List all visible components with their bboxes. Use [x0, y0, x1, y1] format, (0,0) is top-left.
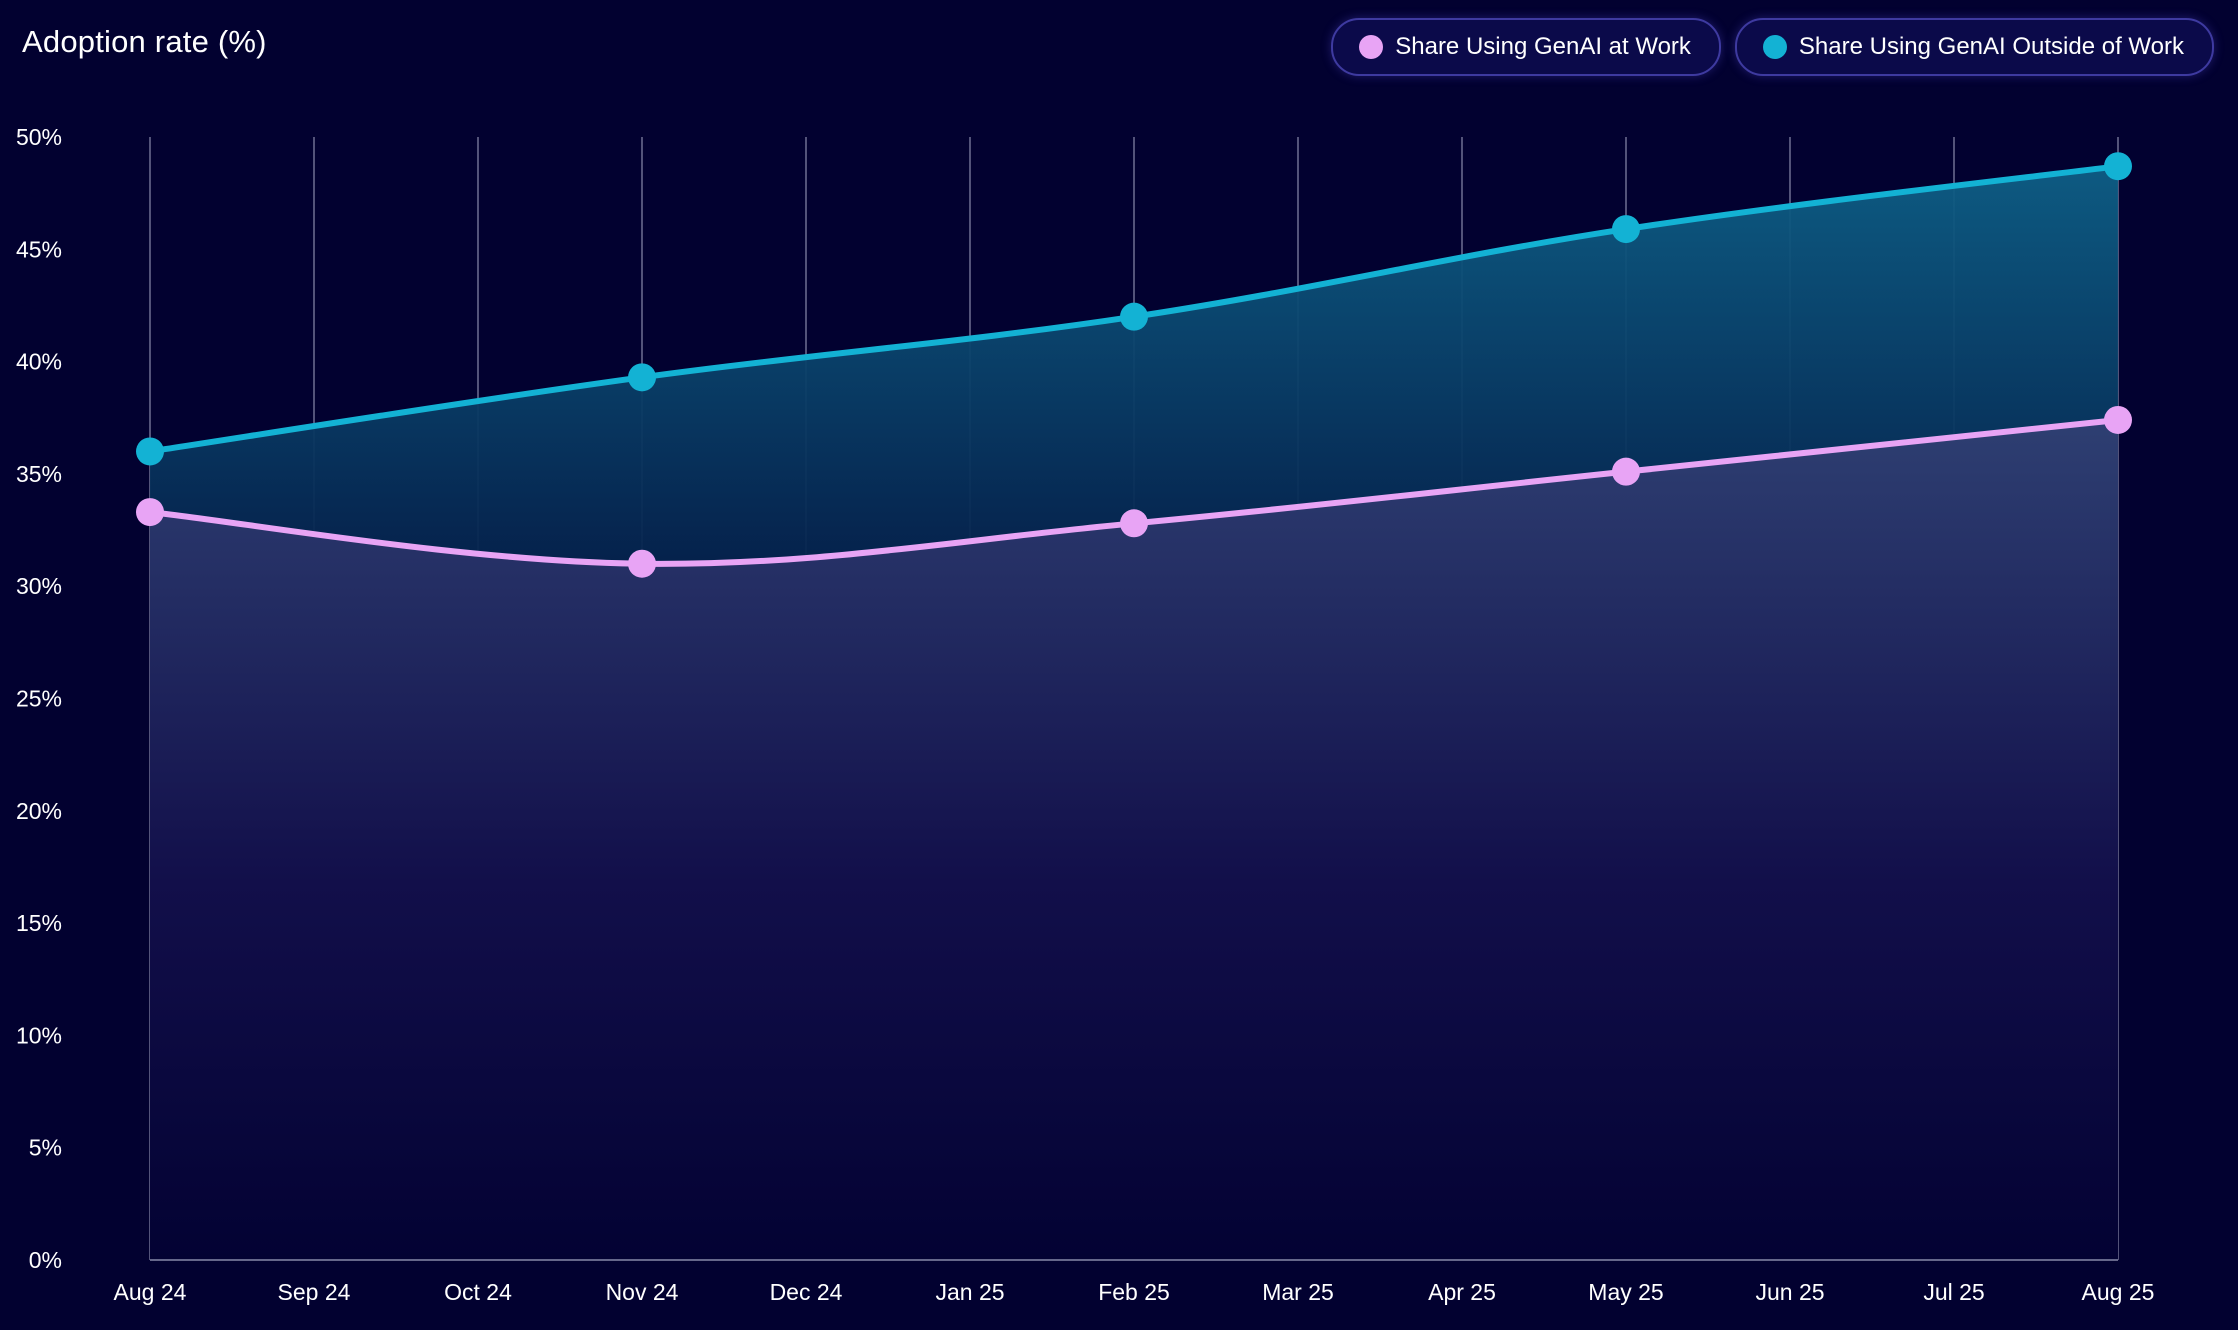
y-tick-label-4: 20%	[16, 798, 62, 824]
chart-title: Adoption rate (%)	[22, 24, 267, 59]
y-tick-label-10: 50%	[16, 124, 62, 150]
y-tick-label-5: 25%	[16, 686, 62, 712]
point-outside-work-3	[1612, 215, 1640, 244]
x-tick-label-1: Sep 24	[278, 1279, 351, 1305]
legend-dot-work	[1359, 35, 1384, 59]
y-tick-label-7: 35%	[16, 461, 62, 487]
area-work	[150, 419, 2118, 1261]
y-tick-label-3: 15%	[16, 910, 62, 936]
x-tick-label-4: Dec 24	[770, 1279, 843, 1305]
legend-label-outside-work: Share Using GenAI Outside of Work	[1798, 33, 2184, 60]
x-tick-label-2: Oct 24	[444, 1279, 512, 1305]
point-outside-work-1	[628, 363, 656, 392]
chart-legend: Share Using GenAI at Work Share Using Ge…	[1331, 18, 2214, 76]
point-work-4	[2104, 405, 2132, 434]
legend-label-work: Share Using GenAI at Work	[1395, 33, 1691, 60]
legend-item-outside-work[interactable]: Share Using GenAI Outside of Work	[1734, 18, 2214, 76]
point-outside-work-2	[1120, 302, 1148, 331]
point-work-1	[628, 549, 656, 578]
y-tick-label-1: 5%	[29, 1135, 62, 1161]
legend-item-work[interactable]: Share Using GenAI at Work	[1331, 18, 1721, 76]
axis-layer: Aug 24 Sep 24 Oct 24 Nov 24 Dec 24 Jan 25 Feb …	[16, 124, 2155, 1305]
y-tick-label-8: 40%	[16, 349, 62, 375]
x-tick-label-9: May 25	[1588, 1279, 1663, 1305]
y-tick-label-6: 30%	[16, 573, 62, 599]
x-tick-label-3: Nov 24	[606, 1279, 679, 1305]
x-tick-label-6: Feb 25	[1098, 1279, 1170, 1305]
y-tick-label-9: 45%	[16, 236, 62, 262]
y-tick-label-2: 10%	[16, 1022, 62, 1048]
x-tick-label-0: Aug 24	[114, 1279, 187, 1305]
x-tick-label-11: Jul 25	[1923, 1279, 1984, 1305]
x-tick-label-8: Apr 25	[1428, 1279, 1496, 1305]
point-outside-work-4	[2104, 152, 2132, 181]
point-work-2	[1120, 509, 1148, 538]
x-tick-label-7: Mar 25	[1262, 1279, 1334, 1305]
point-outside-work-0	[136, 437, 164, 466]
point-work-0	[136, 498, 164, 527]
point-layer	[136, 152, 2132, 578]
x-tick-label-5: Jan 25	[935, 1279, 1004, 1305]
legend-dot-outside-work	[1762, 35, 1787, 59]
y-tick-label-0: 0%	[29, 1247, 62, 1273]
point-work-3	[1612, 457, 1640, 486]
x-tick-label-12: Aug 25	[2082, 1279, 2155, 1305]
x-tick-label-10: Jun 25	[1755, 1279, 1824, 1305]
